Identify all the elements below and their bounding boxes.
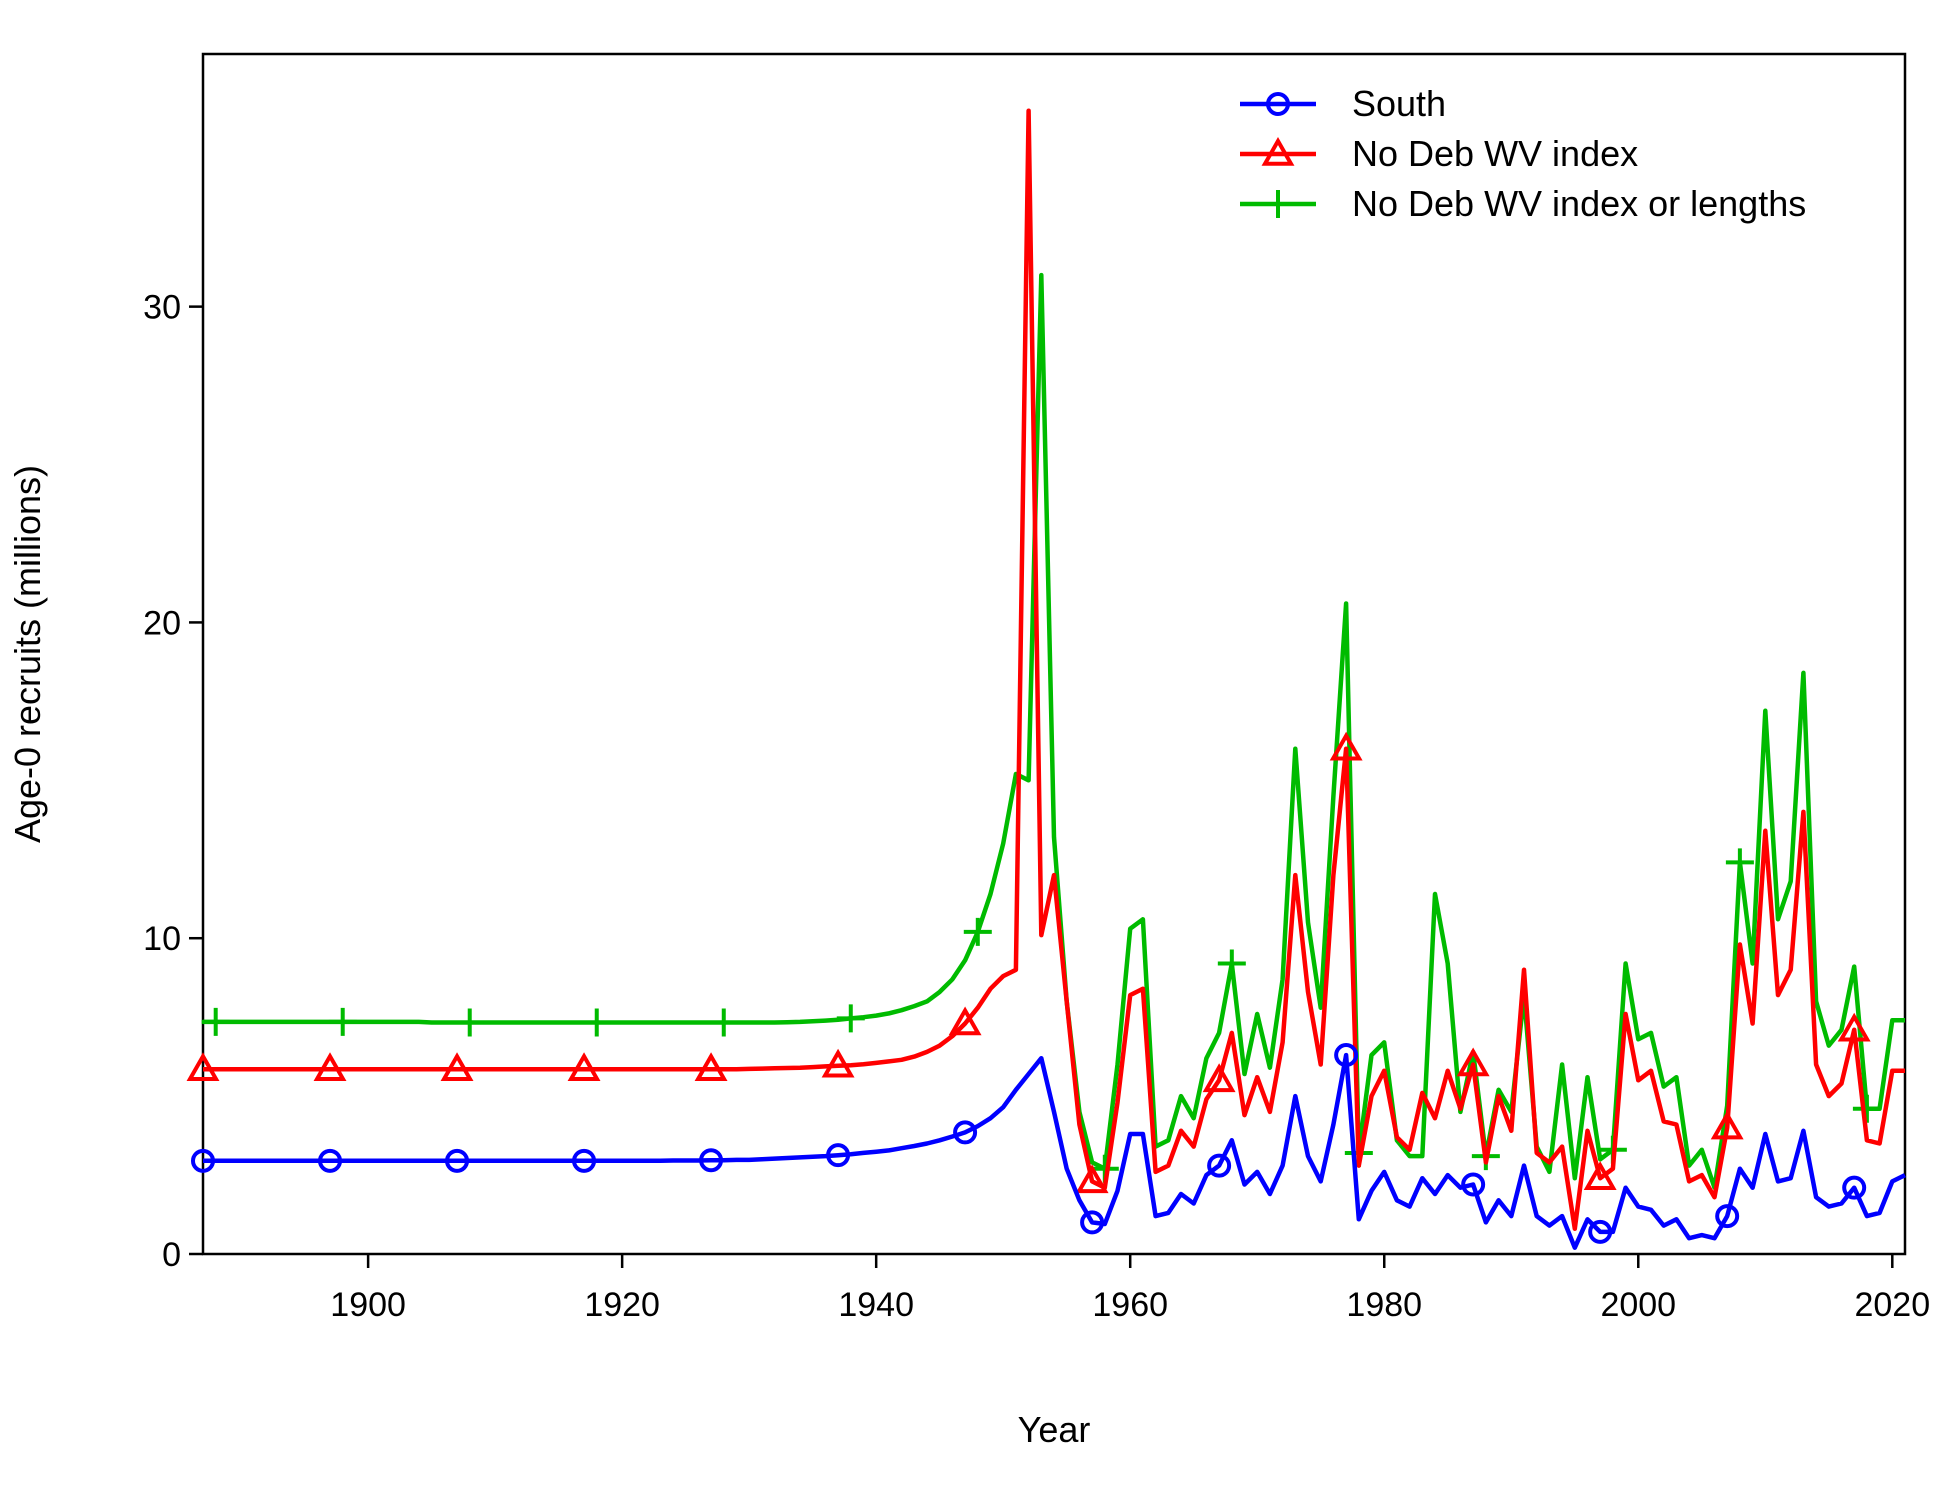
legend-marker	[1261, 136, 1295, 166]
legend-marker	[1264, 190, 1292, 218]
axes: 1900 1920 1940 1960 1980 2000 2020 0 10 20 30	[143, 289, 1930, 1324]
data-point	[699, 1148, 724, 1173]
series-1	[186, 108, 1905, 1231]
data-point	[953, 1120, 978, 1145]
x-tick-label: 2020	[1854, 1286, 1930, 1324]
x-tick-label: 1980	[1346, 1286, 1422, 1324]
data-point	[963, 917, 992, 946]
data-point	[1725, 848, 1754, 877]
legend-label: No Deb WV index	[1352, 133, 1638, 174]
data-point	[1837, 1012, 1871, 1042]
y-tick-label: 0	[162, 1236, 181, 1274]
data-point	[1334, 1043, 1359, 1068]
data-point	[328, 1007, 357, 1036]
x-tick-label: 2000	[1600, 1286, 1676, 1324]
data-point	[572, 1148, 597, 1173]
data-point	[567, 1052, 601, 1082]
data-point	[709, 1008, 738, 1037]
series-line	[203, 272, 1905, 1190]
data-point	[821, 1048, 855, 1078]
data-point	[455, 1008, 484, 1037]
y-tick-label: 30	[143, 289, 181, 327]
plot-frame	[201, 52, 1907, 1256]
data-point	[1710, 1110, 1744, 1140]
data-point	[440, 1052, 474, 1082]
series-0	[191, 1043, 1906, 1250]
data-point	[1456, 1047, 1490, 1077]
data-point	[318, 1148, 343, 1173]
x-tick-label: 1940	[838, 1286, 914, 1324]
data-point	[1080, 1210, 1105, 1235]
series-line	[203, 108, 1905, 1231]
legend-label: South	[1352, 83, 1446, 124]
data-point	[1852, 1094, 1881, 1123]
series-line	[203, 1052, 1906, 1250]
data-point	[201, 1007, 230, 1036]
series-2	[201, 272, 1905, 1190]
data-point	[694, 1052, 728, 1082]
y-tick-label: 10	[143, 920, 181, 958]
legend-marker	[1266, 92, 1290, 116]
data-point	[836, 1004, 865, 1033]
data-point	[1583, 1161, 1617, 1190]
data-point	[1217, 949, 1246, 978]
data-point	[1075, 1164, 1109, 1194]
data-point	[1207, 1153, 1232, 1178]
data-point	[191, 1148, 215, 1173]
data-point	[826, 1143, 851, 1168]
data-point	[1202, 1063, 1236, 1093]
x-tick-label: 1960	[1092, 1286, 1168, 1324]
data-point	[445, 1148, 470, 1173]
legend-label: No Deb WV index or lengths	[1352, 183, 1806, 224]
y-tick-label: 20	[143, 604, 181, 642]
data-point	[1715, 1204, 1740, 1229]
x-axis-title: Year	[1018, 1409, 1091, 1450]
data-point	[1329, 731, 1363, 761]
legend-item: No Deb WV index or lengths	[1240, 183, 1806, 224]
data-point	[1461, 1172, 1486, 1197]
data-point	[1842, 1175, 1867, 1200]
y-axis-title: Age-0 recruits (millions)	[7, 465, 48, 843]
data-point	[1588, 1219, 1613, 1244]
legend-item: South	[1240, 83, 1446, 124]
data-point	[186, 1052, 220, 1082]
x-tick-label: 1900	[330, 1286, 406, 1324]
series-layer	[186, 108, 1906, 1250]
legend-item: No Deb WV index	[1240, 133, 1638, 174]
data-point	[582, 1008, 611, 1037]
data-point	[313, 1052, 347, 1082]
legend: South No Deb WV index No Deb WV index or l…	[1240, 83, 1806, 224]
data-point	[948, 1006, 982, 1036]
x-tick-label: 1920	[584, 1286, 660, 1324]
